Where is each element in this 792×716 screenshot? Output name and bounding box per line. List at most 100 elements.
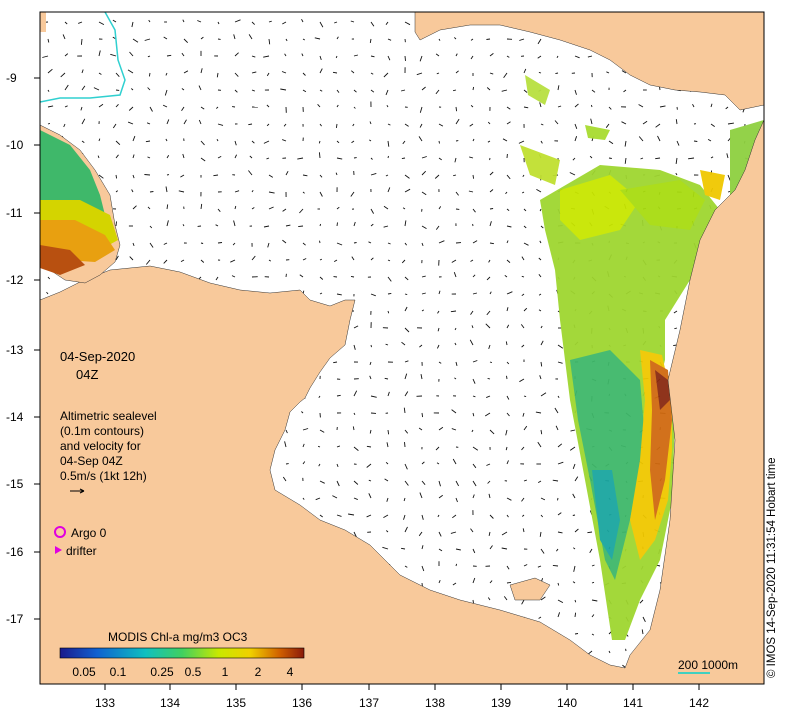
velocity-arrow bbox=[318, 395, 321, 398]
x-tick-label: 133 bbox=[94, 696, 116, 710]
velocity-arrow bbox=[183, 119, 187, 125]
velocity-arrow bbox=[521, 275, 525, 278]
velocity-arrow bbox=[675, 172, 678, 176]
velocity-arrow bbox=[387, 187, 391, 193]
velocity-arrow bbox=[47, 105, 54, 108]
velocity-arrow bbox=[506, 565, 510, 570]
velocity-arrow bbox=[404, 391, 409, 397]
velocity-arrow bbox=[336, 157, 343, 160]
velocity-arrow bbox=[519, 378, 525, 383]
velocity-arrow bbox=[353, 531, 357, 538]
y-tick-label: -14 bbox=[6, 410, 24, 424]
velocity-arrow bbox=[727, 174, 731, 181]
argo-symbol bbox=[54, 526, 66, 538]
velocity-arrow bbox=[557, 443, 563, 448]
velocity-arrow bbox=[489, 221, 492, 227]
velocity-arrow bbox=[318, 140, 321, 144]
velocity-arrow bbox=[387, 391, 390, 397]
velocity-arrow bbox=[486, 310, 491, 316]
velocity-arrow bbox=[215, 106, 219, 109]
velocity-arrow bbox=[387, 155, 389, 159]
velocity-arrow bbox=[438, 140, 440, 144]
velocity-arrow bbox=[537, 565, 542, 568]
velocity-arrow bbox=[540, 123, 544, 126]
velocity-arrow bbox=[319, 89, 323, 92]
velocity-arrow bbox=[538, 293, 542, 296]
velocity-arrow bbox=[404, 276, 409, 281]
velocity-arrow bbox=[454, 327, 457, 331]
velocity-arrow bbox=[165, 72, 168, 76]
velocity-arrow bbox=[183, 38, 189, 44]
velocity-arrow bbox=[438, 123, 444, 127]
velocity-arrow bbox=[163, 242, 168, 245]
colorbar bbox=[59, 647, 305, 659]
velocity-arrow bbox=[387, 429, 390, 435]
velocity-arrow bbox=[353, 325, 359, 329]
velocity-arrow bbox=[488, 344, 491, 350]
velocity-arrow bbox=[353, 480, 359, 485]
velocity-arrow bbox=[64, 105, 68, 108]
velocity-arrow bbox=[216, 138, 219, 142]
x-tick-label: 136 bbox=[291, 696, 313, 710]
velocity-arrow bbox=[540, 340, 544, 346]
velocity-arrow bbox=[319, 123, 322, 127]
velocity-arrow bbox=[336, 463, 339, 468]
velocity-arrow bbox=[591, 581, 595, 584]
velocity-arrow bbox=[438, 157, 442, 161]
velocity-arrow bbox=[642, 616, 646, 623]
velocity-arrow bbox=[386, 530, 389, 533]
velocity-arrow bbox=[540, 361, 543, 367]
x-tick-label: 140 bbox=[556, 696, 578, 710]
velocity-arrow bbox=[98, 103, 104, 108]
velocity-arrow bbox=[538, 309, 542, 312]
velocity-arrow bbox=[538, 274, 542, 278]
velocity-arrow bbox=[47, 38, 50, 43]
velocity-arrow bbox=[624, 140, 627, 147]
velocity-arrow bbox=[506, 497, 512, 501]
velocity-arrow bbox=[370, 55, 375, 58]
velocity-arrow bbox=[384, 478, 389, 482]
velocity-arrow bbox=[472, 378, 476, 384]
velocity-arrow bbox=[115, 190, 118, 193]
velocity-arrow bbox=[421, 191, 427, 196]
colorbar-tick-label: 2 bbox=[254, 665, 262, 679]
velocity-arrow bbox=[506, 361, 510, 365]
velocity-arrow bbox=[469, 339, 474, 346]
velocity-arrow bbox=[370, 72, 374, 75]
velocity-arrow bbox=[368, 241, 372, 244]
velocity-arrow bbox=[487, 480, 491, 484]
velocity-arrow bbox=[302, 191, 305, 194]
velocity-arrow bbox=[710, 123, 715, 127]
velocity-arrow bbox=[539, 531, 542, 537]
velocity-arrow bbox=[487, 377, 491, 380]
velocity-arrow bbox=[522, 412, 525, 417]
velocity-arrow bbox=[401, 157, 406, 160]
velocity-arrow bbox=[200, 140, 205, 146]
velocity-arrow bbox=[419, 344, 423, 348]
velocity-arrow bbox=[404, 174, 410, 179]
velocity-arrow bbox=[200, 203, 203, 210]
velocity-arrow bbox=[332, 71, 338, 74]
velocity-arrow bbox=[589, 155, 593, 159]
velocity-arrow bbox=[540, 548, 545, 554]
velocity-arrow bbox=[319, 174, 323, 178]
velocity-arrow bbox=[129, 51, 134, 57]
velocity-arrow bbox=[81, 140, 85, 143]
velocity-arrow bbox=[387, 259, 391, 262]
velocity-arrow bbox=[369, 38, 372, 43]
velocity-arrow bbox=[180, 259, 185, 262]
velocity-arrow bbox=[572, 514, 576, 516]
velocity-arrow bbox=[386, 497, 389, 502]
velocity-arrow bbox=[587, 531, 593, 534]
velocity-scale-arrow bbox=[70, 488, 85, 494]
velocity-arrow bbox=[404, 123, 409, 127]
velocity-arrow bbox=[369, 375, 372, 380]
velocity-arrow bbox=[470, 105, 474, 108]
velocity-arrow bbox=[386, 442, 389, 448]
velocity-arrow bbox=[523, 225, 527, 229]
velocity-arrow bbox=[506, 460, 509, 465]
velocity-arrow bbox=[403, 407, 406, 414]
velocity-arrow bbox=[370, 257, 374, 261]
velocity-arrow bbox=[282, 139, 287, 142]
